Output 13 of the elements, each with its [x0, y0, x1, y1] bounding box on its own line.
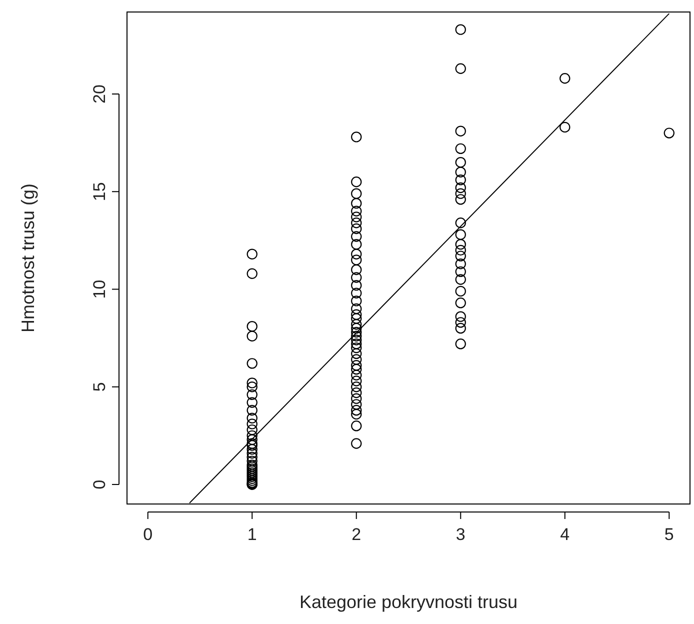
x-tick-label: 5: [664, 525, 674, 544]
y-tick-label: 15: [90, 182, 109, 202]
y-tick-label: 0: [90, 480, 109, 490]
y-tick-label: 20: [90, 84, 109, 104]
x-tick-label: 0: [143, 525, 153, 544]
x-tick-label: 4: [560, 525, 570, 544]
x-tick-label: 2: [352, 525, 362, 544]
y-tick-label: 10: [90, 280, 109, 299]
x-axis-title: Kategorie pokryvnosti trusu: [299, 592, 518, 612]
x-tick-label: 3: [456, 525, 466, 544]
y-tick-label: 5: [90, 382, 109, 392]
x-tick-label: 1: [247, 525, 257, 544]
y-axis-title: Hmotnost trusu (g): [18, 183, 38, 333]
